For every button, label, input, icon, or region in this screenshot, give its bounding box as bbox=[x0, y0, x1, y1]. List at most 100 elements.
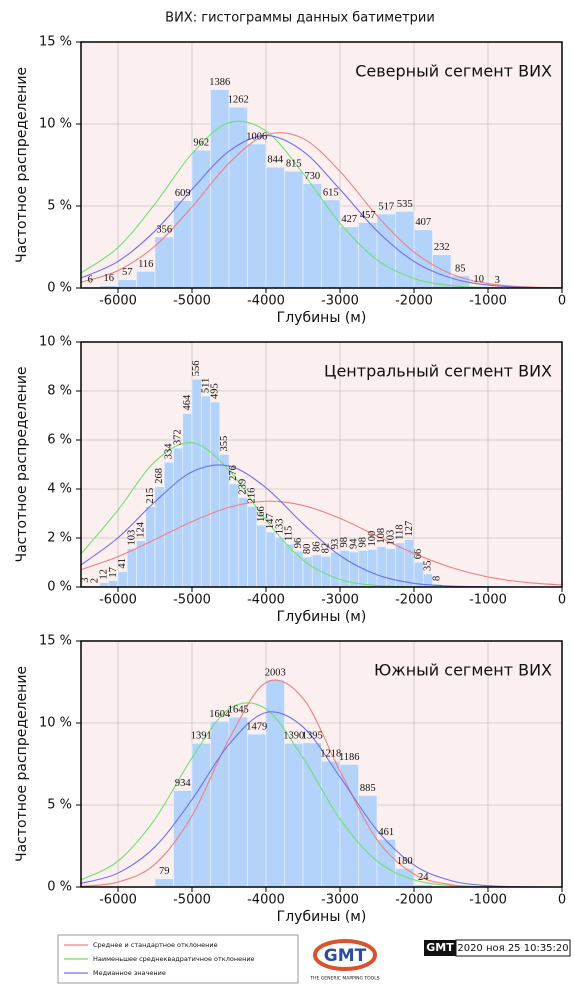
count-label: 216 bbox=[247, 488, 258, 504]
histogram-bar bbox=[145, 506, 156, 588]
histogram-bar bbox=[367, 549, 378, 588]
legend-label: Среднее и стандартное отклонение bbox=[93, 941, 218, 949]
x-tick-label: 0 bbox=[558, 893, 566, 908]
count-label: 93 bbox=[330, 539, 341, 550]
x-tick-label: -1000 bbox=[469, 893, 507, 908]
x-tick-label: -5000 bbox=[173, 593, 211, 608]
x-tick-label: -6000 bbox=[99, 593, 137, 608]
count-label: 24 bbox=[418, 872, 429, 883]
count-label: 232 bbox=[434, 242, 450, 253]
count-label: 427 bbox=[341, 214, 357, 225]
count-label: 535 bbox=[397, 199, 413, 210]
x-tick-label: -6000 bbox=[99, 294, 137, 309]
count-label: 100 bbox=[367, 531, 378, 547]
histogram-bar bbox=[256, 524, 267, 588]
histogram-bar bbox=[163, 461, 174, 588]
count-label: 1386 bbox=[209, 77, 230, 88]
x-axis-label: Глубины (м) bbox=[277, 909, 367, 925]
fit-curve bbox=[81, 711, 562, 887]
count-label: 103 bbox=[385, 530, 396, 546]
count-label: 511 bbox=[200, 378, 211, 393]
count-label: 57 bbox=[122, 267, 133, 278]
count-label: 35 bbox=[422, 561, 433, 572]
histogram-bar bbox=[321, 199, 341, 289]
y-tick-label: 6 % bbox=[47, 433, 72, 448]
histogram-bar bbox=[191, 378, 202, 588]
count-label: 556 bbox=[191, 360, 202, 376]
legend-box bbox=[57, 934, 299, 984]
count-label: 461 bbox=[378, 827, 394, 838]
panel-label: Центральный сегмент ВИХ bbox=[324, 362, 552, 381]
histogram-bar bbox=[154, 236, 174, 289]
y-axis-label: Частотное распределение bbox=[14, 67, 30, 263]
count-label: 1006 bbox=[246, 131, 267, 142]
x-tick-label: -4000 bbox=[247, 893, 285, 908]
gmt-logo: GMT THE GENERIC MAPPING TOOLS bbox=[309, 939, 380, 982]
x-tick-label: -4000 bbox=[247, 593, 285, 608]
x-tick-label: -1000 bbox=[469, 593, 507, 608]
histogram-bar bbox=[237, 497, 248, 588]
count-label: 1395 bbox=[302, 730, 323, 741]
count-label: 133 bbox=[274, 519, 285, 535]
y-tick-label: 0 % bbox=[47, 281, 72, 296]
histogram-bar bbox=[284, 743, 304, 888]
stamp-box bbox=[424, 940, 456, 956]
y-tick-label: 15 % bbox=[39, 634, 72, 649]
count-label: 85 bbox=[455, 263, 466, 274]
histogram-bar bbox=[339, 226, 359, 289]
y-tick-label: 10 % bbox=[39, 117, 72, 132]
fit-curve bbox=[81, 500, 562, 586]
histogram-bar bbox=[358, 222, 378, 289]
count-label: 66 bbox=[413, 549, 424, 560]
y-tick-label: 5 % bbox=[47, 798, 72, 813]
histogram-bar bbox=[154, 878, 174, 888]
y-tick-label: 10 % bbox=[39, 335, 72, 350]
count-label: 517 bbox=[378, 201, 394, 212]
count-label: 147 bbox=[265, 513, 276, 529]
histogram-bar bbox=[210, 89, 230, 289]
count-label: 934 bbox=[175, 778, 192, 789]
histogram-bar bbox=[200, 395, 211, 588]
histogram-bar bbox=[191, 743, 211, 888]
x-tick-label: -3000 bbox=[321, 893, 359, 908]
count-label: 17 bbox=[108, 567, 119, 578]
histogram-bar bbox=[376, 546, 387, 588]
count-label: 86 bbox=[311, 541, 322, 552]
count-label: 8 bbox=[432, 576, 443, 581]
histogram-bar bbox=[385, 548, 396, 588]
legend-label: Медианное значение bbox=[93, 969, 166, 977]
histogram-bar bbox=[136, 271, 156, 289]
y-tick-label: 0 % bbox=[47, 880, 72, 895]
count-label: 609 bbox=[175, 188, 191, 199]
panel-label: Северный сегмент ВИХ bbox=[355, 62, 552, 81]
histogram-bar bbox=[321, 556, 332, 588]
count-label: 1645 bbox=[228, 705, 249, 716]
count-label: 372 bbox=[173, 429, 184, 445]
count-label: 108 bbox=[376, 528, 387, 544]
histogram-bar bbox=[395, 868, 415, 888]
x-tick-label: -2000 bbox=[395, 294, 433, 309]
histogram-bar bbox=[191, 149, 211, 289]
histogram-bar bbox=[247, 143, 267, 289]
count-label: 334 bbox=[163, 443, 174, 460]
count-label: 495 bbox=[210, 383, 221, 399]
count-label: 2003 bbox=[265, 667, 286, 678]
fit-curve bbox=[81, 134, 562, 288]
histogram-panel: -6000 -5000 -4000 -3000 -2000 -1000 0 0 % 5 % 10 … bbox=[14, 634, 566, 926]
x-tick-label: -5000 bbox=[173, 294, 211, 309]
count-label: 96 bbox=[293, 538, 304, 549]
count-label: 464 bbox=[182, 394, 193, 411]
histogram-bar bbox=[228, 716, 248, 888]
count-label: 962 bbox=[193, 138, 209, 149]
count-label: 3 bbox=[495, 275, 500, 286]
y-tick-label: 5 % bbox=[47, 199, 72, 214]
x-axis-label: Глубины (м) bbox=[277, 609, 367, 625]
panels: -6000 -5000 -4000 -3000 -2000 -1000 0 0 % 5 % 10 … bbox=[14, 35, 566, 926]
count-label: 276 bbox=[228, 465, 239, 481]
histogram-bar bbox=[265, 166, 285, 289]
count-label: 2 bbox=[89, 578, 100, 583]
y-tick-label: 15 % bbox=[39, 35, 72, 50]
count-label: 118 bbox=[395, 525, 406, 540]
histogram-panel: -6000 -5000 -4000 -3000 -2000 -1000 0 0 % 5 % 10 … bbox=[14, 35, 566, 327]
